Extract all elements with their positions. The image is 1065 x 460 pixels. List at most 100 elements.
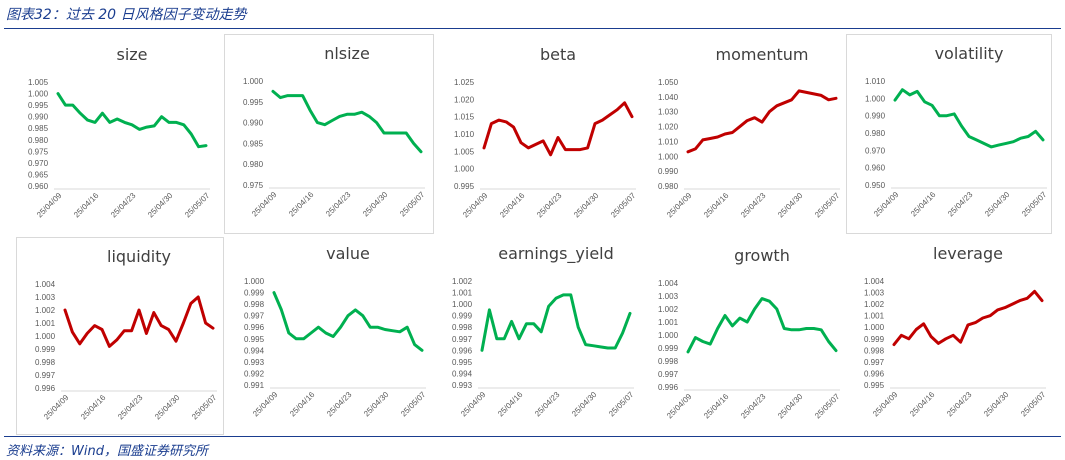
y-tick-label: 1.010 bbox=[658, 137, 679, 146]
y-tick-label: 1.015 bbox=[454, 113, 475, 122]
x-tick-label: 25/05/07 bbox=[190, 393, 219, 422]
y-tick-label: 0.998 bbox=[658, 357, 679, 366]
y-tick-label: 1.000 bbox=[658, 152, 679, 161]
y-tick-label: 1.000 bbox=[454, 165, 475, 174]
y-tick-label: 0.995 bbox=[243, 98, 264, 107]
x-tick-label: 25/04/30 bbox=[982, 390, 1011, 419]
y-tick-label: 1.000 bbox=[658, 331, 679, 340]
chart-panel-nlsize: nlsize 0.975 0.980 0.985 0.990 0.995 1.000 25/0… bbox=[224, 34, 434, 234]
y-tick-label: 0.999 bbox=[658, 344, 679, 353]
x-tick-label: 25/04/09 bbox=[872, 190, 901, 219]
figure-title: 图表32：过去 20 日风格因子变动走势 bbox=[6, 7, 247, 23]
y-tick-label: 1.025 bbox=[454, 78, 475, 87]
y-tick-label: 1.000 bbox=[865, 94, 886, 103]
x-tick-label: 25/04/09 bbox=[871, 390, 900, 419]
y-tick-label: 0.980 bbox=[243, 160, 264, 169]
y-tick-label: 0.997 bbox=[864, 358, 885, 367]
x-tick-label: 25/04/16 bbox=[702, 191, 731, 220]
x-tick-label: 25/04/23 bbox=[739, 191, 768, 220]
x-tick-label: 25/04/16 bbox=[72, 191, 101, 220]
top-rule bbox=[4, 28, 1061, 29]
y-tick-label: 1.001 bbox=[452, 289, 473, 298]
chart-title: value bbox=[326, 244, 370, 263]
y-tick-label: 0.999 bbox=[864, 335, 885, 344]
y-tick-label: 0.991 bbox=[244, 381, 265, 390]
chart-svg: value 0.991 0.992 0.993 0.994 0.995 0.996 0.997… bbox=[244, 244, 428, 419]
y-tick-label: 0.990 bbox=[865, 112, 886, 121]
x-tick-label: 25/04/30 bbox=[776, 191, 805, 220]
y-tick-label: 0.997 bbox=[35, 371, 56, 380]
chart-panel-value: value 0.991 0.992 0.993 0.994 0.995 0.996 0.997… bbox=[226, 235, 432, 431]
x-tick-label: 25/04/30 bbox=[570, 390, 599, 419]
y-tick-label: 0.990 bbox=[28, 113, 49, 122]
y-tick-label: 1.030 bbox=[658, 108, 679, 117]
y-tick-label: 1.020 bbox=[454, 95, 475, 104]
y-tick-label: 0.996 bbox=[864, 369, 885, 378]
x-tick-label: 25/04/30 bbox=[362, 390, 391, 419]
y-tick-label: 0.998 bbox=[452, 323, 473, 332]
chart-svg: leverage 0.995 0.996 0.997 0.998 0.999 1.000 1.… bbox=[864, 244, 1048, 419]
y-tick-label: 1.004 bbox=[35, 280, 56, 289]
y-tick-label: 1.004 bbox=[658, 279, 679, 288]
y-tick-label: 1.001 bbox=[864, 312, 885, 321]
y-tick-label: 0.995 bbox=[244, 335, 265, 344]
chart-svg: volatility 0.950 0.960 0.970 0.980 0.990 1.000… bbox=[865, 44, 1049, 219]
y-tick-label: 0.996 bbox=[35, 384, 56, 393]
chart-panel-growth: growth 0.996 0.997 0.998 0.999 1.000 1.001 1.00… bbox=[640, 237, 846, 433]
y-tick-label: 1.005 bbox=[28, 78, 49, 87]
y-tick-label: 1.001 bbox=[35, 319, 56, 328]
x-tick-label: 25/05/07 bbox=[399, 390, 428, 419]
chart-panel-liquidity: liquidity 0.996 0.997 0.998 0.999 1.000 1.001 1… bbox=[16, 237, 224, 435]
series-line bbox=[892, 289, 1044, 347]
y-tick-label: 1.000 bbox=[864, 323, 885, 332]
x-tick-label: 25/04/16 bbox=[498, 191, 527, 220]
y-tick-label: 0.996 bbox=[244, 323, 265, 332]
y-tick-label: 0.985 bbox=[243, 139, 264, 148]
y-tick-label: 1.002 bbox=[452, 277, 473, 286]
y-tick-label: 1.010 bbox=[865, 77, 886, 86]
x-tick-label: 25/04/09 bbox=[42, 393, 71, 422]
x-tick-label: 25/04/09 bbox=[35, 191, 64, 220]
y-tick-label: 0.990 bbox=[243, 119, 264, 128]
y-tick-label: 0.960 bbox=[28, 182, 49, 191]
x-tick-label: 25/04/23 bbox=[109, 191, 138, 220]
y-tick-label: 1.003 bbox=[35, 293, 56, 302]
x-tick-label: 25/04/30 bbox=[776, 392, 805, 421]
y-tick-label: 0.980 bbox=[28, 136, 49, 145]
x-tick-label: 25/04/23 bbox=[533, 390, 562, 419]
series-line bbox=[482, 101, 634, 157]
y-tick-label: 0.994 bbox=[244, 346, 265, 355]
y-tick-label: 0.998 bbox=[864, 346, 885, 355]
y-tick-label: 1.000 bbox=[243, 77, 264, 86]
y-tick-label: 1.040 bbox=[658, 93, 679, 102]
x-tick-label: 25/05/07 bbox=[183, 191, 212, 220]
y-tick-label: 1.020 bbox=[658, 123, 679, 132]
chart-svg: nlsize 0.975 0.980 0.985 0.990 0.995 1.000 25/0… bbox=[243, 44, 427, 219]
chart-title: growth bbox=[734, 246, 790, 265]
x-tick-label: 25/04/09 bbox=[459, 390, 488, 419]
y-tick-label: 0.999 bbox=[452, 312, 473, 321]
chart-svg: momentum 0.980 0.990 1.000 1.010 1.020 1.030 1.… bbox=[658, 45, 842, 220]
x-tick-label: 25/05/07 bbox=[607, 390, 636, 419]
series-line bbox=[271, 89, 423, 154]
x-tick-label: 25/04/16 bbox=[287, 190, 316, 219]
source-note: 资料来源：Wind，国盛证券研究所 bbox=[6, 444, 208, 459]
y-tick-label: 1.004 bbox=[864, 277, 885, 286]
x-tick-label: 25/05/07 bbox=[813, 392, 842, 421]
y-tick-label: 0.980 bbox=[658, 182, 679, 191]
chart-title: momentum bbox=[716, 45, 809, 64]
chart-panel-size: size 0.960 0.965 0.970 0.975 0.980 0.985 0.990 0… bbox=[10, 36, 220, 232]
x-tick-label: 25/05/07 bbox=[1020, 190, 1049, 219]
x-tick-label: 25/04/23 bbox=[535, 191, 564, 220]
x-tick-label: 25/04/23 bbox=[325, 390, 354, 419]
series-line bbox=[63, 295, 215, 348]
x-tick-label: 25/05/07 bbox=[1019, 390, 1048, 419]
y-tick-label: 0.975 bbox=[28, 147, 49, 156]
chart-panel-beta: beta 0.995 1.000 1.005 1.010 1.015 1.020 1.025 2… bbox=[436, 36, 638, 232]
chart-title: leverage bbox=[933, 244, 1003, 263]
x-tick-label: 25/04/16 bbox=[496, 390, 525, 419]
chart-panel-leverage: leverage 0.995 0.996 0.997 0.998 0.999 1.000 1.… bbox=[846, 235, 1052, 431]
x-tick-label: 25/04/09 bbox=[250, 190, 279, 219]
y-tick-label: 0.997 bbox=[658, 370, 679, 379]
y-tick-label: 1.000 bbox=[244, 277, 265, 286]
